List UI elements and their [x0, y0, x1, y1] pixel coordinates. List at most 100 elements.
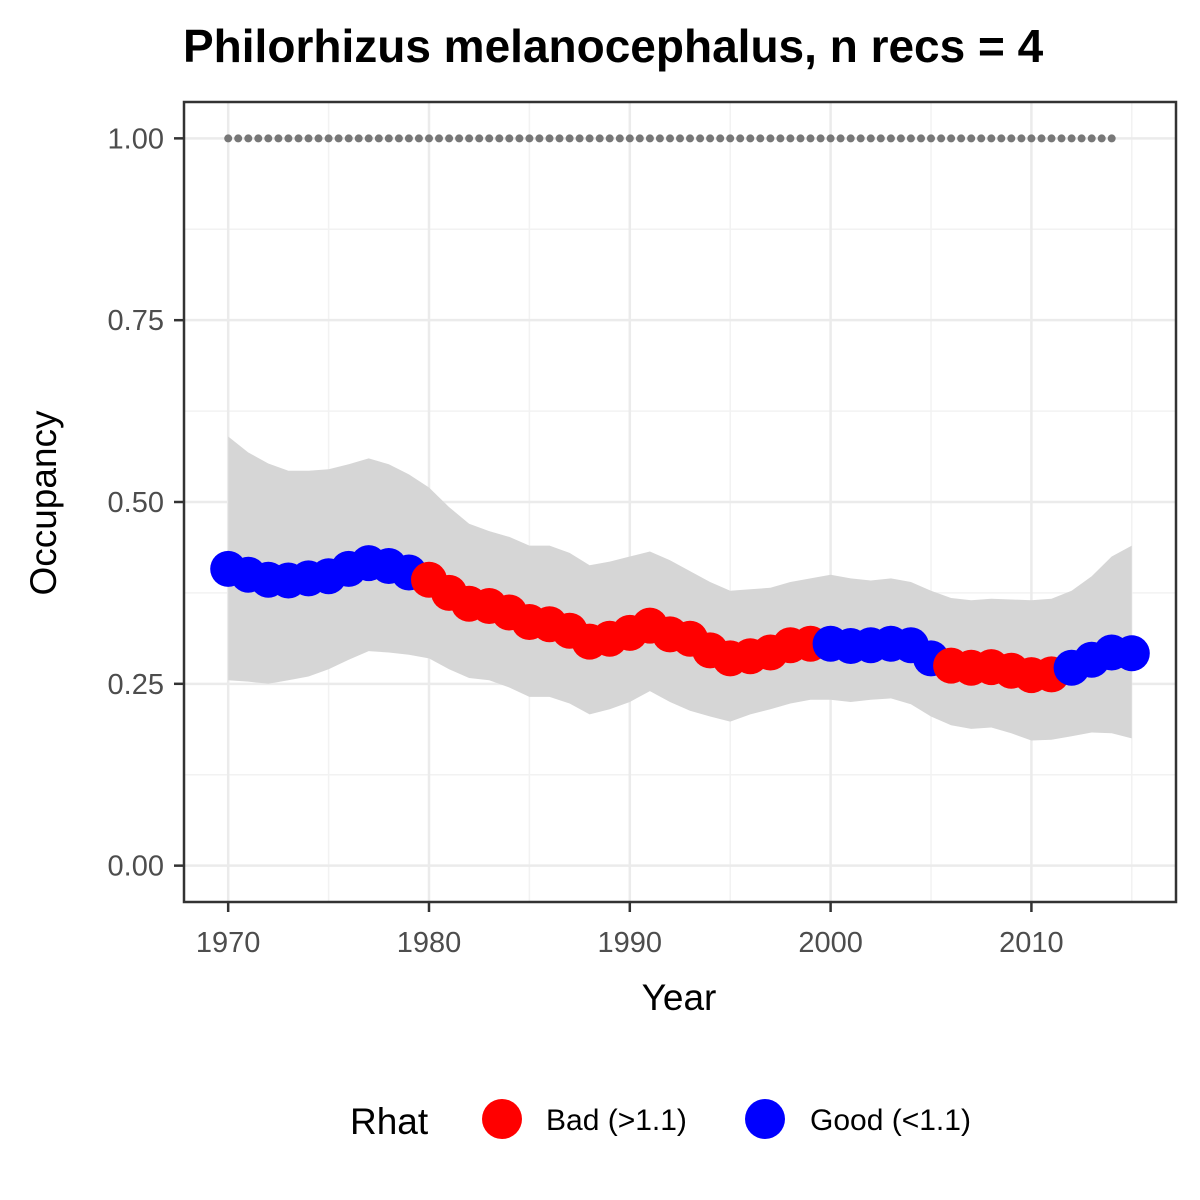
reference-dot: [806, 134, 815, 143]
reference-dot: [776, 134, 785, 143]
reference-dot: [816, 134, 825, 143]
plot-panel: [182, 100, 1178, 904]
reference-dot: [1027, 134, 1036, 143]
reference-dot: [716, 134, 725, 143]
y-tick-label: 0.25: [108, 669, 164, 701]
reference-dot: [425, 134, 433, 143]
reference-dot: [786, 134, 795, 143]
reference-dot: [625, 134, 634, 143]
legend-key-bad: [482, 1099, 522, 1139]
reference-dot: [886, 134, 895, 143]
legend: Rhat Bad (>1.1) Good (<1.1): [350, 1099, 971, 1142]
y-tick-label: 0.75: [108, 305, 164, 337]
reference-dot: [364, 134, 373, 143]
reference-dot: [374, 134, 383, 143]
x-axis: 1970 1980 1990 2000 2010: [196, 902, 1064, 959]
reference-dot: [555, 134, 564, 143]
reference-dot: [274, 134, 283, 143]
y-axis: 0.00 0.25 0.50 0.75 1.00: [108, 123, 184, 883]
reference-dot: [545, 134, 554, 143]
reference-dot: [856, 134, 865, 143]
y-tick-label: 0.50: [108, 487, 164, 519]
x-tick-label: 1980: [397, 927, 462, 959]
reference-dot: [294, 134, 303, 143]
reference-dot: [615, 134, 624, 143]
reference-dot: [997, 134, 1006, 143]
reference-dot: [906, 134, 915, 143]
reference-dot: [947, 134, 956, 143]
reference-dot: [957, 134, 966, 143]
reference-dot: [1097, 134, 1106, 143]
reference-dot: [455, 134, 464, 143]
legend-title: Rhat: [350, 1101, 429, 1142]
reference-dot: [224, 134, 233, 143]
x-tick-label: 2000: [798, 927, 863, 959]
reference-dot: [535, 134, 544, 143]
reference-dot: [1037, 134, 1046, 143]
reference-dot: [404, 134, 413, 143]
x-tick-label: 2010: [999, 927, 1064, 959]
reference-dot: [1057, 134, 1066, 143]
reference-dot: [866, 134, 875, 143]
reference-dot: [796, 134, 805, 143]
reference-dot: [766, 134, 775, 143]
reference-dot: [635, 134, 644, 143]
reference-dot: [1107, 134, 1116, 143]
y-tick-label: 0.00: [108, 851, 164, 883]
reference-dot: [394, 134, 403, 143]
occupancy-series: [210, 545, 1150, 694]
reference-dot: [1077, 134, 1086, 143]
reference-dot: [254, 134, 263, 143]
x-tick-label: 1970: [196, 927, 261, 959]
reference-dot: [234, 134, 243, 143]
reference-dot: [676, 134, 684, 143]
reference-dot: [495, 134, 504, 143]
reference-dot: [605, 134, 614, 143]
reference-dot: [354, 134, 363, 143]
chart-title: Philorhizus melanocephalus, n recs = 4: [183, 20, 1044, 72]
occupancy-point-2015: [1113, 635, 1150, 672]
reference-dot: [666, 134, 674, 143]
reference-dot: [706, 134, 715, 143]
legend-label-good: Good (<1.1): [810, 1104, 971, 1137]
x-axis-title: Year: [642, 977, 717, 1018]
y-axis-title: Occupancy: [23, 410, 64, 596]
reference-dot: [736, 134, 745, 143]
reference-dot: [1087, 134, 1096, 143]
reference-dot: [435, 134, 443, 143]
reference-dot: [1047, 134, 1056, 143]
reference-dot: [244, 134, 253, 143]
reference-dot: [304, 134, 313, 143]
reference-dot: [826, 134, 835, 143]
reference-line: [224, 134, 1116, 143]
legend-label-bad: Bad (>1.1): [546, 1104, 687, 1137]
reference-dot: [284, 134, 293, 143]
reference-dot: [836, 134, 845, 143]
reference-dot: [595, 134, 604, 143]
reference-dot: [384, 134, 393, 143]
reference-dot: [876, 134, 885, 143]
reference-dot: [756, 134, 765, 143]
reference-dot: [264, 134, 273, 143]
reference-dot: [575, 134, 584, 143]
reference-dot: [314, 134, 323, 143]
reference-dot: [1067, 134, 1076, 143]
reference-dot: [917, 134, 925, 143]
reference-dot: [1007, 134, 1016, 143]
reference-dot: [465, 134, 474, 143]
reference-dot: [726, 134, 735, 143]
reference-dot: [585, 134, 594, 143]
reference-dot: [937, 134, 946, 143]
reference-dot: [445, 134, 454, 143]
x-tick-label: 1990: [598, 927, 663, 959]
reference-dot: [475, 134, 484, 143]
legend-key-good: [745, 1099, 785, 1139]
reference-dot: [344, 134, 353, 143]
reference-dot: [525, 134, 534, 143]
reference-dot: [414, 134, 423, 143]
reference-dot: [927, 134, 935, 143]
reference-dot: [746, 134, 755, 143]
reference-dot: [686, 134, 694, 143]
reference-dot: [334, 134, 343, 143]
